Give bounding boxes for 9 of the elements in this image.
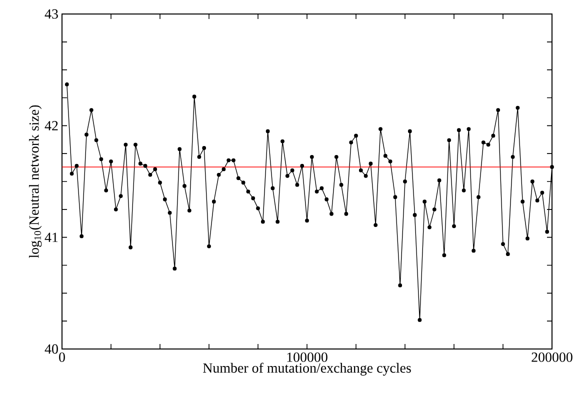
x-tick-label: 0 [59, 352, 65, 362]
x-axis-title: Number of mutation/exchange cycles [203, 362, 411, 376]
x-tick-label: 100000 [287, 352, 328, 362]
y-axis-title: log$_{10}$(Neutral network size) [28, 105, 42, 258]
y-tick-label: 42 [44, 121, 58, 130]
y-tick-label: 40 [44, 344, 58, 354]
y-tick-label: 43 [44, 9, 58, 19]
y-tick-label: 41 [44, 232, 58, 242]
x-tick-label: 200000 [532, 352, 572, 362]
